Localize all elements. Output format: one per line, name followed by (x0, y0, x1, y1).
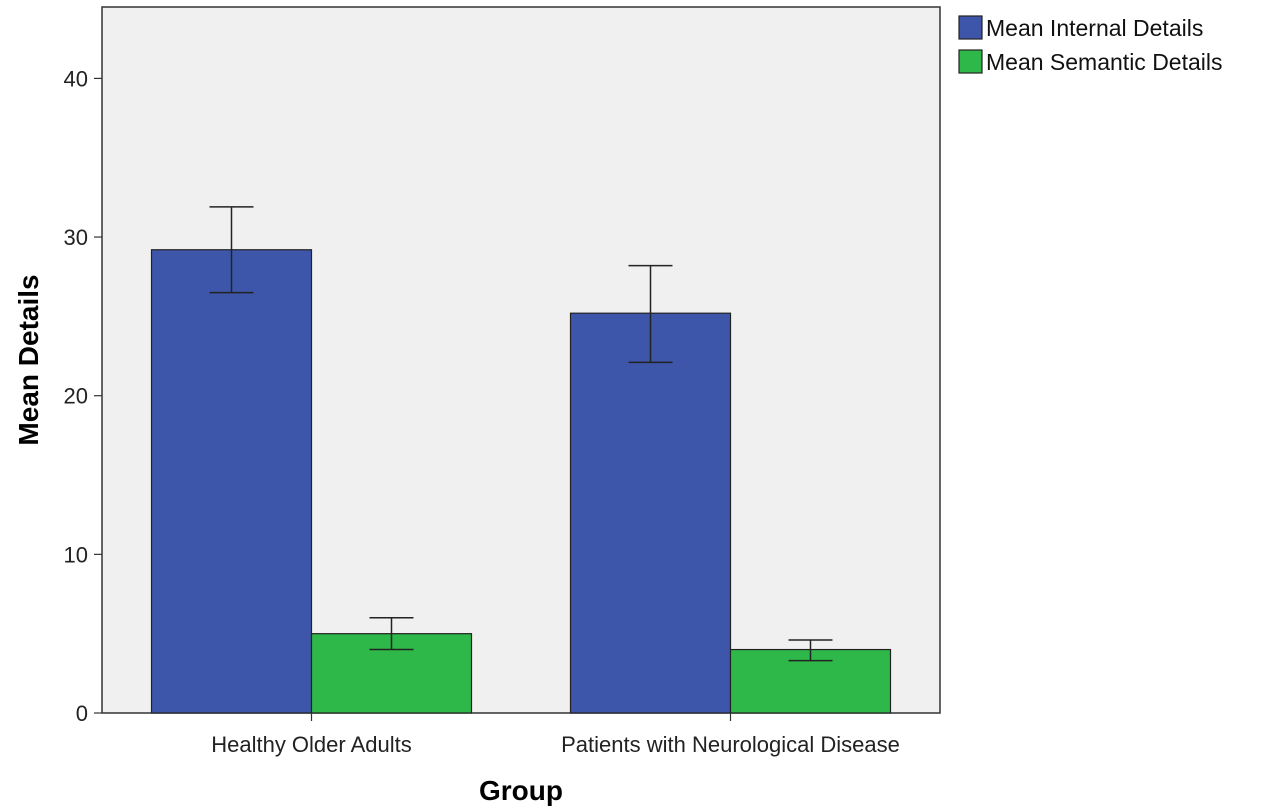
x-axis-title: Group (479, 775, 563, 806)
x-axis: Healthy Older Adults Patients with Neurol… (211, 713, 900, 757)
y-tick-label: 10 (64, 542, 88, 567)
bar-internal-patients (571, 313, 731, 713)
y-tick-label: 0 (76, 701, 88, 726)
x-tick-label: Patients with Neurological Disease (561, 732, 900, 757)
y-tick-label: 30 (64, 225, 88, 250)
bar-internal-healthy (152, 250, 312, 713)
y-tick-label: 20 (64, 384, 88, 409)
x-tick-label: Healthy Older Adults (211, 732, 412, 757)
legend-swatch (959, 50, 982, 73)
legend: Mean Internal Details Mean Semantic Detai… (959, 15, 1223, 75)
legend-label: Mean Internal Details (986, 15, 1203, 41)
y-tick-label: 40 (64, 66, 88, 91)
y-axis: 0 10 20 30 40 (64, 66, 102, 726)
legend-swatch (959, 16, 982, 39)
legend-label: Mean Semantic Details (986, 49, 1223, 75)
y-axis-title: Mean Details (13, 274, 44, 445)
